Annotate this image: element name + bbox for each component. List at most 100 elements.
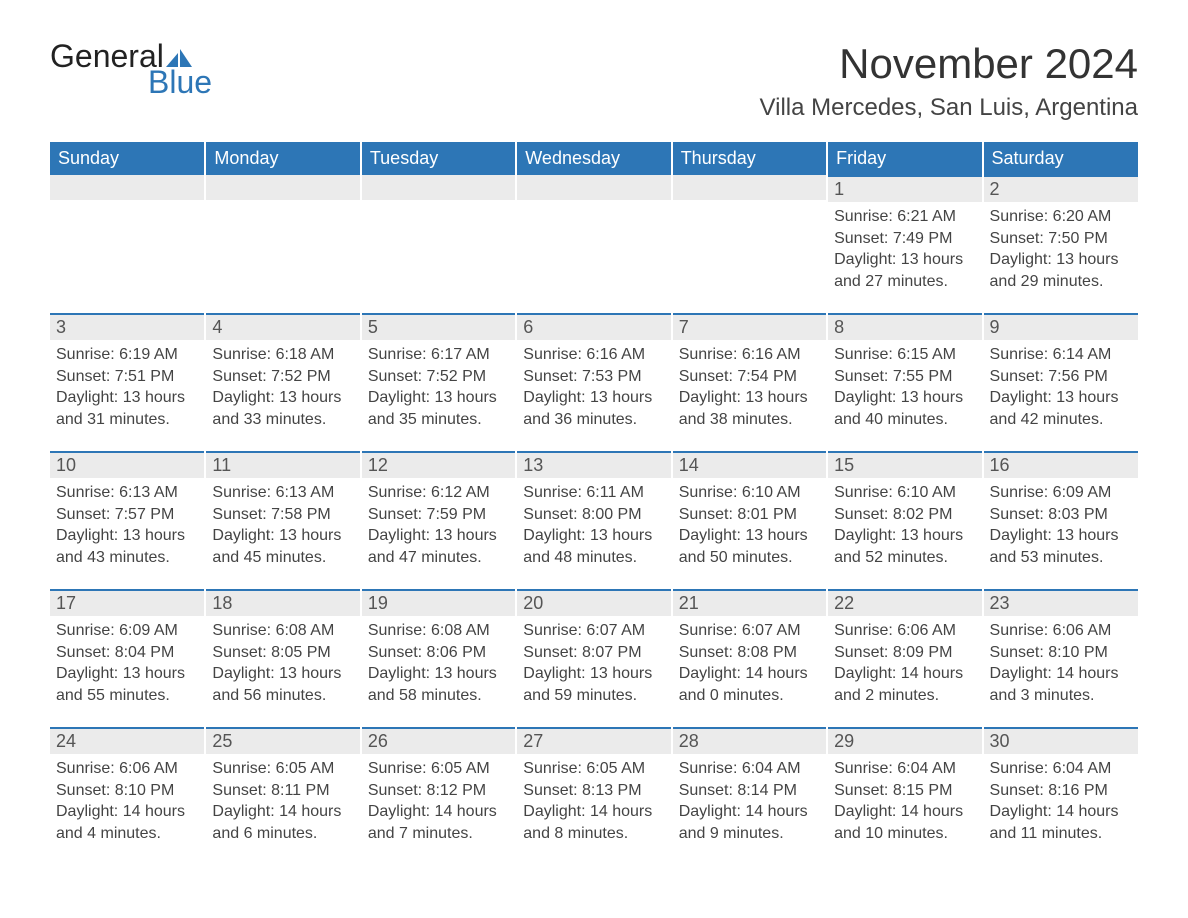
daylight-text: Daylight: 13 hours and 47 minutes. bbox=[368, 525, 509, 568]
sunset-text: Sunset: 8:02 PM bbox=[834, 504, 975, 526]
calendar-cell: 16Sunrise: 6:09 AMSunset: 8:03 PMDayligh… bbox=[983, 451, 1138, 589]
calendar-cell: 22Sunrise: 6:06 AMSunset: 8:09 PMDayligh… bbox=[827, 589, 982, 727]
calendar-cell: 26Sunrise: 6:05 AMSunset: 8:12 PMDayligh… bbox=[361, 727, 516, 865]
day-number: 29 bbox=[828, 727, 981, 754]
calendar-cell: 23Sunrise: 6:06 AMSunset: 8:10 PMDayligh… bbox=[983, 589, 1138, 727]
daylight-text: Daylight: 13 hours and 29 minutes. bbox=[990, 249, 1132, 292]
day-number: 25 bbox=[206, 727, 359, 754]
daylight-text: Daylight: 13 hours and 48 minutes. bbox=[523, 525, 664, 568]
sunrise-text: Sunrise: 6:11 AM bbox=[523, 482, 664, 504]
day-details: Sunrise: 6:04 AMSunset: 8:14 PMDaylight:… bbox=[673, 754, 826, 862]
calendar-cell: 7Sunrise: 6:16 AMSunset: 7:54 PMDaylight… bbox=[672, 313, 827, 451]
day-details: Sunrise: 6:16 AMSunset: 7:53 PMDaylight:… bbox=[517, 340, 670, 448]
sunrise-text: Sunrise: 6:05 AM bbox=[368, 758, 509, 780]
daylight-text: Daylight: 14 hours and 6 minutes. bbox=[212, 801, 353, 844]
day-details: Sunrise: 6:16 AMSunset: 7:54 PMDaylight:… bbox=[673, 340, 826, 448]
calendar-cell: 30Sunrise: 6:04 AMSunset: 8:16 PMDayligh… bbox=[983, 727, 1138, 865]
calendar-cell: 5Sunrise: 6:17 AMSunset: 7:52 PMDaylight… bbox=[361, 313, 516, 451]
sunrise-text: Sunrise: 6:08 AM bbox=[212, 620, 353, 642]
daylight-text: Daylight: 13 hours and 53 minutes. bbox=[990, 525, 1132, 568]
day-number: 9 bbox=[984, 313, 1138, 340]
month-title: November 2024 bbox=[760, 40, 1138, 88]
sunset-text: Sunset: 8:07 PM bbox=[523, 642, 664, 664]
day-number: 6 bbox=[517, 313, 670, 340]
weekday-header: Saturday bbox=[983, 142, 1138, 175]
day-details: Sunrise: 6:07 AMSunset: 8:07 PMDaylight:… bbox=[517, 616, 670, 724]
day-number: 8 bbox=[828, 313, 981, 340]
day-details: Sunrise: 6:14 AMSunset: 7:56 PMDaylight:… bbox=[984, 340, 1138, 448]
sunset-text: Sunset: 8:15 PM bbox=[834, 780, 975, 802]
day-number: 21 bbox=[673, 589, 826, 616]
daylight-text: Daylight: 13 hours and 27 minutes. bbox=[834, 249, 975, 292]
sunset-text: Sunset: 8:03 PM bbox=[990, 504, 1132, 526]
calendar-cell: 13Sunrise: 6:11 AMSunset: 8:00 PMDayligh… bbox=[516, 451, 671, 589]
day-number: 13 bbox=[517, 451, 670, 478]
day-details: Sunrise: 6:06 AMSunset: 8:10 PMDaylight:… bbox=[984, 616, 1138, 724]
empty-day bbox=[517, 175, 670, 200]
calendar-week-row: 10Sunrise: 6:13 AMSunset: 7:57 PMDayligh… bbox=[50, 451, 1138, 589]
logo: General Blue bbox=[50, 40, 212, 98]
sunset-text: Sunset: 8:01 PM bbox=[679, 504, 820, 526]
calendar-cell: 1Sunrise: 6:21 AMSunset: 7:49 PMDaylight… bbox=[827, 175, 982, 313]
calendar-cell: 15Sunrise: 6:10 AMSunset: 8:02 PMDayligh… bbox=[827, 451, 982, 589]
calendar-cell: 14Sunrise: 6:10 AMSunset: 8:01 PMDayligh… bbox=[672, 451, 827, 589]
daylight-text: Daylight: 14 hours and 4 minutes. bbox=[56, 801, 198, 844]
calendar-cell bbox=[50, 175, 205, 313]
weekday-header: Tuesday bbox=[361, 142, 516, 175]
daylight-text: Daylight: 14 hours and 11 minutes. bbox=[990, 801, 1132, 844]
daylight-text: Daylight: 13 hours and 45 minutes. bbox=[212, 525, 353, 568]
weekday-header: Sunday bbox=[50, 142, 205, 175]
sunrise-text: Sunrise: 6:17 AM bbox=[368, 344, 509, 366]
day-details: Sunrise: 6:05 AMSunset: 8:13 PMDaylight:… bbox=[517, 754, 670, 862]
title-block: November 2024 Villa Mercedes, San Luis, … bbox=[760, 40, 1138, 134]
sunrise-text: Sunrise: 6:09 AM bbox=[990, 482, 1132, 504]
day-details: Sunrise: 6:12 AMSunset: 7:59 PMDaylight:… bbox=[362, 478, 515, 586]
calendar-cell bbox=[516, 175, 671, 313]
day-details: Sunrise: 6:18 AMSunset: 7:52 PMDaylight:… bbox=[206, 340, 359, 448]
weekday-header-row: SundayMondayTuesdayWednesdayThursdayFrid… bbox=[50, 142, 1138, 175]
day-details: Sunrise: 6:09 AMSunset: 8:03 PMDaylight:… bbox=[984, 478, 1138, 586]
day-number: 23 bbox=[984, 589, 1138, 616]
daylight-text: Daylight: 13 hours and 31 minutes. bbox=[56, 387, 198, 430]
sunrise-text: Sunrise: 6:18 AM bbox=[212, 344, 353, 366]
location: Villa Mercedes, San Luis, Argentina bbox=[760, 94, 1138, 122]
sunset-text: Sunset: 7:56 PM bbox=[990, 366, 1132, 388]
weekday-header: Monday bbox=[205, 142, 360, 175]
day-details: Sunrise: 6:05 AMSunset: 8:12 PMDaylight:… bbox=[362, 754, 515, 862]
sunrise-text: Sunrise: 6:19 AM bbox=[56, 344, 198, 366]
sunset-text: Sunset: 8:08 PM bbox=[679, 642, 820, 664]
day-details: Sunrise: 6:19 AMSunset: 7:51 PMDaylight:… bbox=[50, 340, 204, 448]
calendar-cell: 2Sunrise: 6:20 AMSunset: 7:50 PMDaylight… bbox=[983, 175, 1138, 313]
day-details: Sunrise: 6:06 AMSunset: 8:10 PMDaylight:… bbox=[50, 754, 204, 862]
calendar-cell: 3Sunrise: 6:19 AMSunset: 7:51 PMDaylight… bbox=[50, 313, 205, 451]
daylight-text: Daylight: 13 hours and 40 minutes. bbox=[834, 387, 975, 430]
calendar-table: SundayMondayTuesdayWednesdayThursdayFrid… bbox=[50, 142, 1138, 865]
weekday-header: Thursday bbox=[672, 142, 827, 175]
day-details: Sunrise: 6:13 AMSunset: 7:57 PMDaylight:… bbox=[50, 478, 204, 586]
sunset-text: Sunset: 7:51 PM bbox=[56, 366, 198, 388]
weekday-header: Wednesday bbox=[516, 142, 671, 175]
day-details: Sunrise: 6:21 AMSunset: 7:49 PMDaylight:… bbox=[828, 202, 981, 310]
day-details: Sunrise: 6:06 AMSunset: 8:09 PMDaylight:… bbox=[828, 616, 981, 724]
sunset-text: Sunset: 7:58 PM bbox=[212, 504, 353, 526]
logo-text-bottom: Blue bbox=[148, 66, 212, 98]
sunset-text: Sunset: 8:09 PM bbox=[834, 642, 975, 664]
sunrise-text: Sunrise: 6:16 AM bbox=[523, 344, 664, 366]
sunset-text: Sunset: 7:50 PM bbox=[990, 228, 1132, 250]
day-number: 20 bbox=[517, 589, 670, 616]
sunset-text: Sunset: 7:49 PM bbox=[834, 228, 975, 250]
sunset-text: Sunset: 7:54 PM bbox=[679, 366, 820, 388]
day-details: Sunrise: 6:15 AMSunset: 7:55 PMDaylight:… bbox=[828, 340, 981, 448]
daylight-text: Daylight: 13 hours and 55 minutes. bbox=[56, 663, 198, 706]
daylight-text: Daylight: 13 hours and 42 minutes. bbox=[990, 387, 1132, 430]
calendar-week-row: 24Sunrise: 6:06 AMSunset: 8:10 PMDayligh… bbox=[50, 727, 1138, 865]
day-details: Sunrise: 6:07 AMSunset: 8:08 PMDaylight:… bbox=[673, 616, 826, 724]
day-details: Sunrise: 6:09 AMSunset: 8:04 PMDaylight:… bbox=[50, 616, 204, 724]
day-number: 16 bbox=[984, 451, 1138, 478]
sunset-text: Sunset: 8:04 PM bbox=[56, 642, 198, 664]
sunrise-text: Sunrise: 6:20 AM bbox=[990, 206, 1132, 228]
sunrise-text: Sunrise: 6:06 AM bbox=[56, 758, 198, 780]
calendar-week-row: 3Sunrise: 6:19 AMSunset: 7:51 PMDaylight… bbox=[50, 313, 1138, 451]
calendar-cell: 24Sunrise: 6:06 AMSunset: 8:10 PMDayligh… bbox=[50, 727, 205, 865]
day-details: Sunrise: 6:04 AMSunset: 8:16 PMDaylight:… bbox=[984, 754, 1138, 862]
